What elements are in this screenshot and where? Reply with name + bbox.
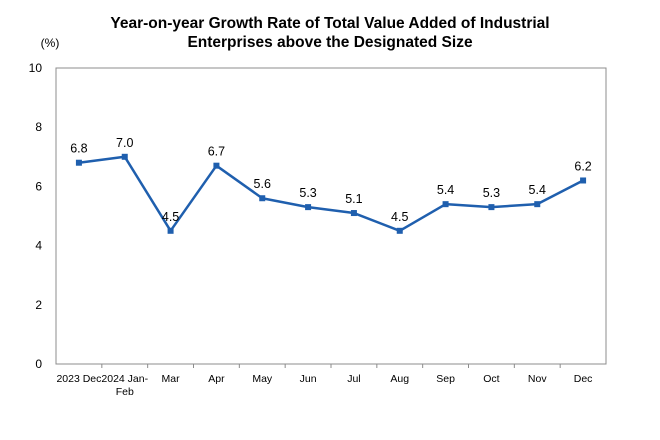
data-label: 5.1 xyxy=(345,192,362,206)
y-axis-unit-label: (%) xyxy=(41,36,60,50)
data-label: 6.8 xyxy=(70,142,87,156)
data-label: 5.4 xyxy=(437,183,454,197)
chart-title-line-2: Enterprises above the Designated Size xyxy=(187,34,473,51)
x-tick-label: Mar xyxy=(162,373,181,385)
x-tick-label: Apr xyxy=(208,373,225,385)
y-tick-label: 6 xyxy=(35,179,42,193)
data-point-marker xyxy=(488,204,495,211)
x-tick-label: Oct xyxy=(483,373,499,385)
series-line xyxy=(78,155,584,233)
data-point-marker xyxy=(305,204,312,211)
data-point-marker xyxy=(534,201,541,208)
x-tick-label: Aug xyxy=(390,373,409,385)
data-label: 5.6 xyxy=(254,177,271,191)
data-label: 6.7 xyxy=(208,145,225,159)
data-label: 5.3 xyxy=(483,186,500,200)
x-tick-label: Sep xyxy=(436,373,455,385)
chart-title-line-1: Year-on-year Growth Rate of Total Value … xyxy=(110,15,550,32)
x-tick-label: Nov xyxy=(528,373,547,385)
x-tick-label: 2024 Jan-Feb xyxy=(101,373,148,398)
x-tick-label: May xyxy=(252,373,273,385)
x-tick-label: Dec xyxy=(574,373,593,385)
y-tick-label: 0 xyxy=(35,357,42,371)
data-point-marker xyxy=(75,159,82,166)
data-point-marker xyxy=(259,195,266,202)
x-tick-label: 2023 Dec xyxy=(56,373,101,385)
data-point-marker xyxy=(442,201,449,208)
plot-area-frame xyxy=(55,67,607,365)
chart-title: Year-on-year Growth Rate of Total Value … xyxy=(0,14,660,52)
y-tick-label: 10 xyxy=(29,61,43,75)
data-label: 4.5 xyxy=(162,210,179,224)
data-label: 6.2 xyxy=(574,159,591,173)
data-point-marker xyxy=(121,153,128,160)
x-tick-label: Jul xyxy=(347,373,360,385)
data-point-marker xyxy=(580,177,587,184)
data-label: 4.5 xyxy=(391,210,408,224)
y-tick-label: 4 xyxy=(35,239,42,253)
data-point-marker xyxy=(167,227,174,234)
data-point-marker xyxy=(213,162,220,169)
data-label: 5.3 xyxy=(299,186,316,200)
data-point-marker xyxy=(396,227,403,234)
y-tick-label: 2 xyxy=(35,298,42,312)
y-tick-label: 8 xyxy=(35,120,42,134)
x-tick-label: Jun xyxy=(300,373,317,385)
data-label: 5.4 xyxy=(529,183,546,197)
data-point-marker xyxy=(350,210,357,217)
data-label: 7.0 xyxy=(116,136,133,150)
